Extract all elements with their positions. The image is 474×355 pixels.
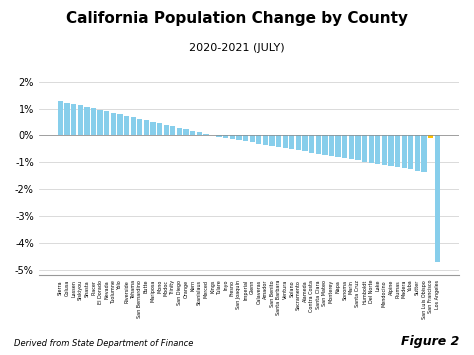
Bar [223,135,228,138]
Text: Derived from State Department of Finance: Derived from State Department of Finance [14,339,193,348]
Bar [84,107,90,135]
Bar [395,135,400,167]
Bar [177,128,182,135]
Bar [130,118,136,135]
Bar [197,132,202,135]
Bar [349,135,354,159]
Bar [71,104,76,135]
Bar [78,105,83,135]
Bar [111,113,116,135]
Text: 2020-2021 (JULY): 2020-2021 (JULY) [189,43,285,53]
Bar [190,131,195,135]
Bar [329,135,334,156]
Bar [368,135,374,163]
Bar [203,133,209,135]
Bar [164,125,169,135]
Bar [237,135,242,140]
Bar [118,114,123,135]
Bar [64,103,70,135]
Bar [124,116,129,135]
Bar [249,135,255,142]
Bar [375,135,381,164]
Bar [362,135,367,162]
Bar [137,119,143,135]
Bar [428,135,433,137]
Bar [415,135,420,170]
Bar [342,135,347,158]
Bar [283,135,288,148]
Bar [388,135,393,166]
Bar [256,135,262,143]
Bar [322,135,328,155]
Bar [230,135,235,139]
Bar [302,135,308,151]
Bar [183,129,189,135]
Bar [356,135,361,160]
Bar [408,135,413,169]
Bar [421,135,427,172]
Bar [309,135,314,153]
Bar [157,123,162,135]
Bar [144,120,149,135]
Bar [276,135,281,147]
Bar [296,135,301,150]
Bar [289,135,294,149]
Bar [243,135,248,141]
Text: Figure 2: Figure 2 [401,335,460,348]
Bar [263,135,268,144]
Text: California Population Change by County: California Population Change by County [66,11,408,26]
Bar [58,101,63,135]
Bar [316,135,321,154]
Bar [269,135,274,146]
Bar [98,110,103,135]
Bar [150,122,155,135]
Bar [382,135,387,165]
Bar [435,135,440,262]
Bar [104,111,109,135]
Bar [217,135,222,137]
Bar [336,135,341,157]
Bar [91,108,96,135]
Bar [170,126,175,135]
Bar [401,135,407,168]
